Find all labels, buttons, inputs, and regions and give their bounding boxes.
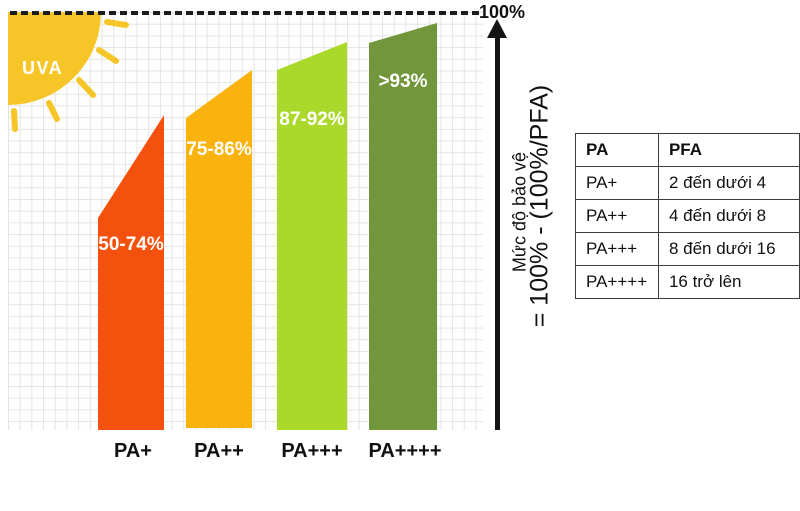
category-label-pa-plus: PA+ [114,440,152,462]
table-header-row: PA PFA [575,133,800,167]
table-header-pfa: PFA [657,133,800,167]
table-cell-pfa: 4 đến dưới 8 [657,199,800,233]
bar-value-label: >93% [378,71,428,92]
table-row: PA+ 2 đến dưới 4 [575,166,800,200]
reference-100-label: 100% [479,2,526,22]
y-axis-arrow-shaft [495,36,500,430]
table-cell-pa: PA++ [575,199,659,233]
sun-icon [8,12,129,132]
bar-value-label: 87-92% [279,109,345,130]
arrow-up-icon [487,19,507,38]
bar-pa-plus-plus: 75-86% [186,70,252,428]
bar-value-label: 75-86% [186,139,252,160]
table-cell-pfa: 16 trở lên [657,265,800,299]
dashed-100-line [10,11,480,15]
table-row: PA+++ 8 đến dưới 16 [575,232,800,266]
category-label-pa-plus2: PA++ [194,440,244,462]
uva-label: UVA [22,58,64,78]
table-header-pa: PA [575,133,659,167]
y-axis-formula: = 100% - (100%/PFA) [525,84,554,328]
bar-value-label: 50-74% [98,234,164,255]
table-row: PA++++ 16 trở lên [575,265,800,299]
table-cell-pa: PA+ [575,166,659,200]
bar-pa-plus-plus-plus-plus: >93% [369,23,437,430]
table-cell-pfa: 8 đến dưới 16 [657,232,800,266]
table-cell-pa: PA+++ [575,232,659,266]
bar-pa-plus-plus-plus: 87-92% [277,42,347,430]
category-label-pa-plus4: PA++++ [368,440,442,462]
pa-pfa-table: PA PFA PA+ 2 đến dưới 4 PA++ 4 đến dưới … [575,133,800,299]
category-label-pa-plus3: PA+++ [281,440,343,462]
table-row: PA++ 4 đến dưới 8 [575,199,800,233]
table-cell-pa: PA++++ [575,265,659,299]
table-cell-pfa: 2 đến dưới 4 [657,166,800,200]
